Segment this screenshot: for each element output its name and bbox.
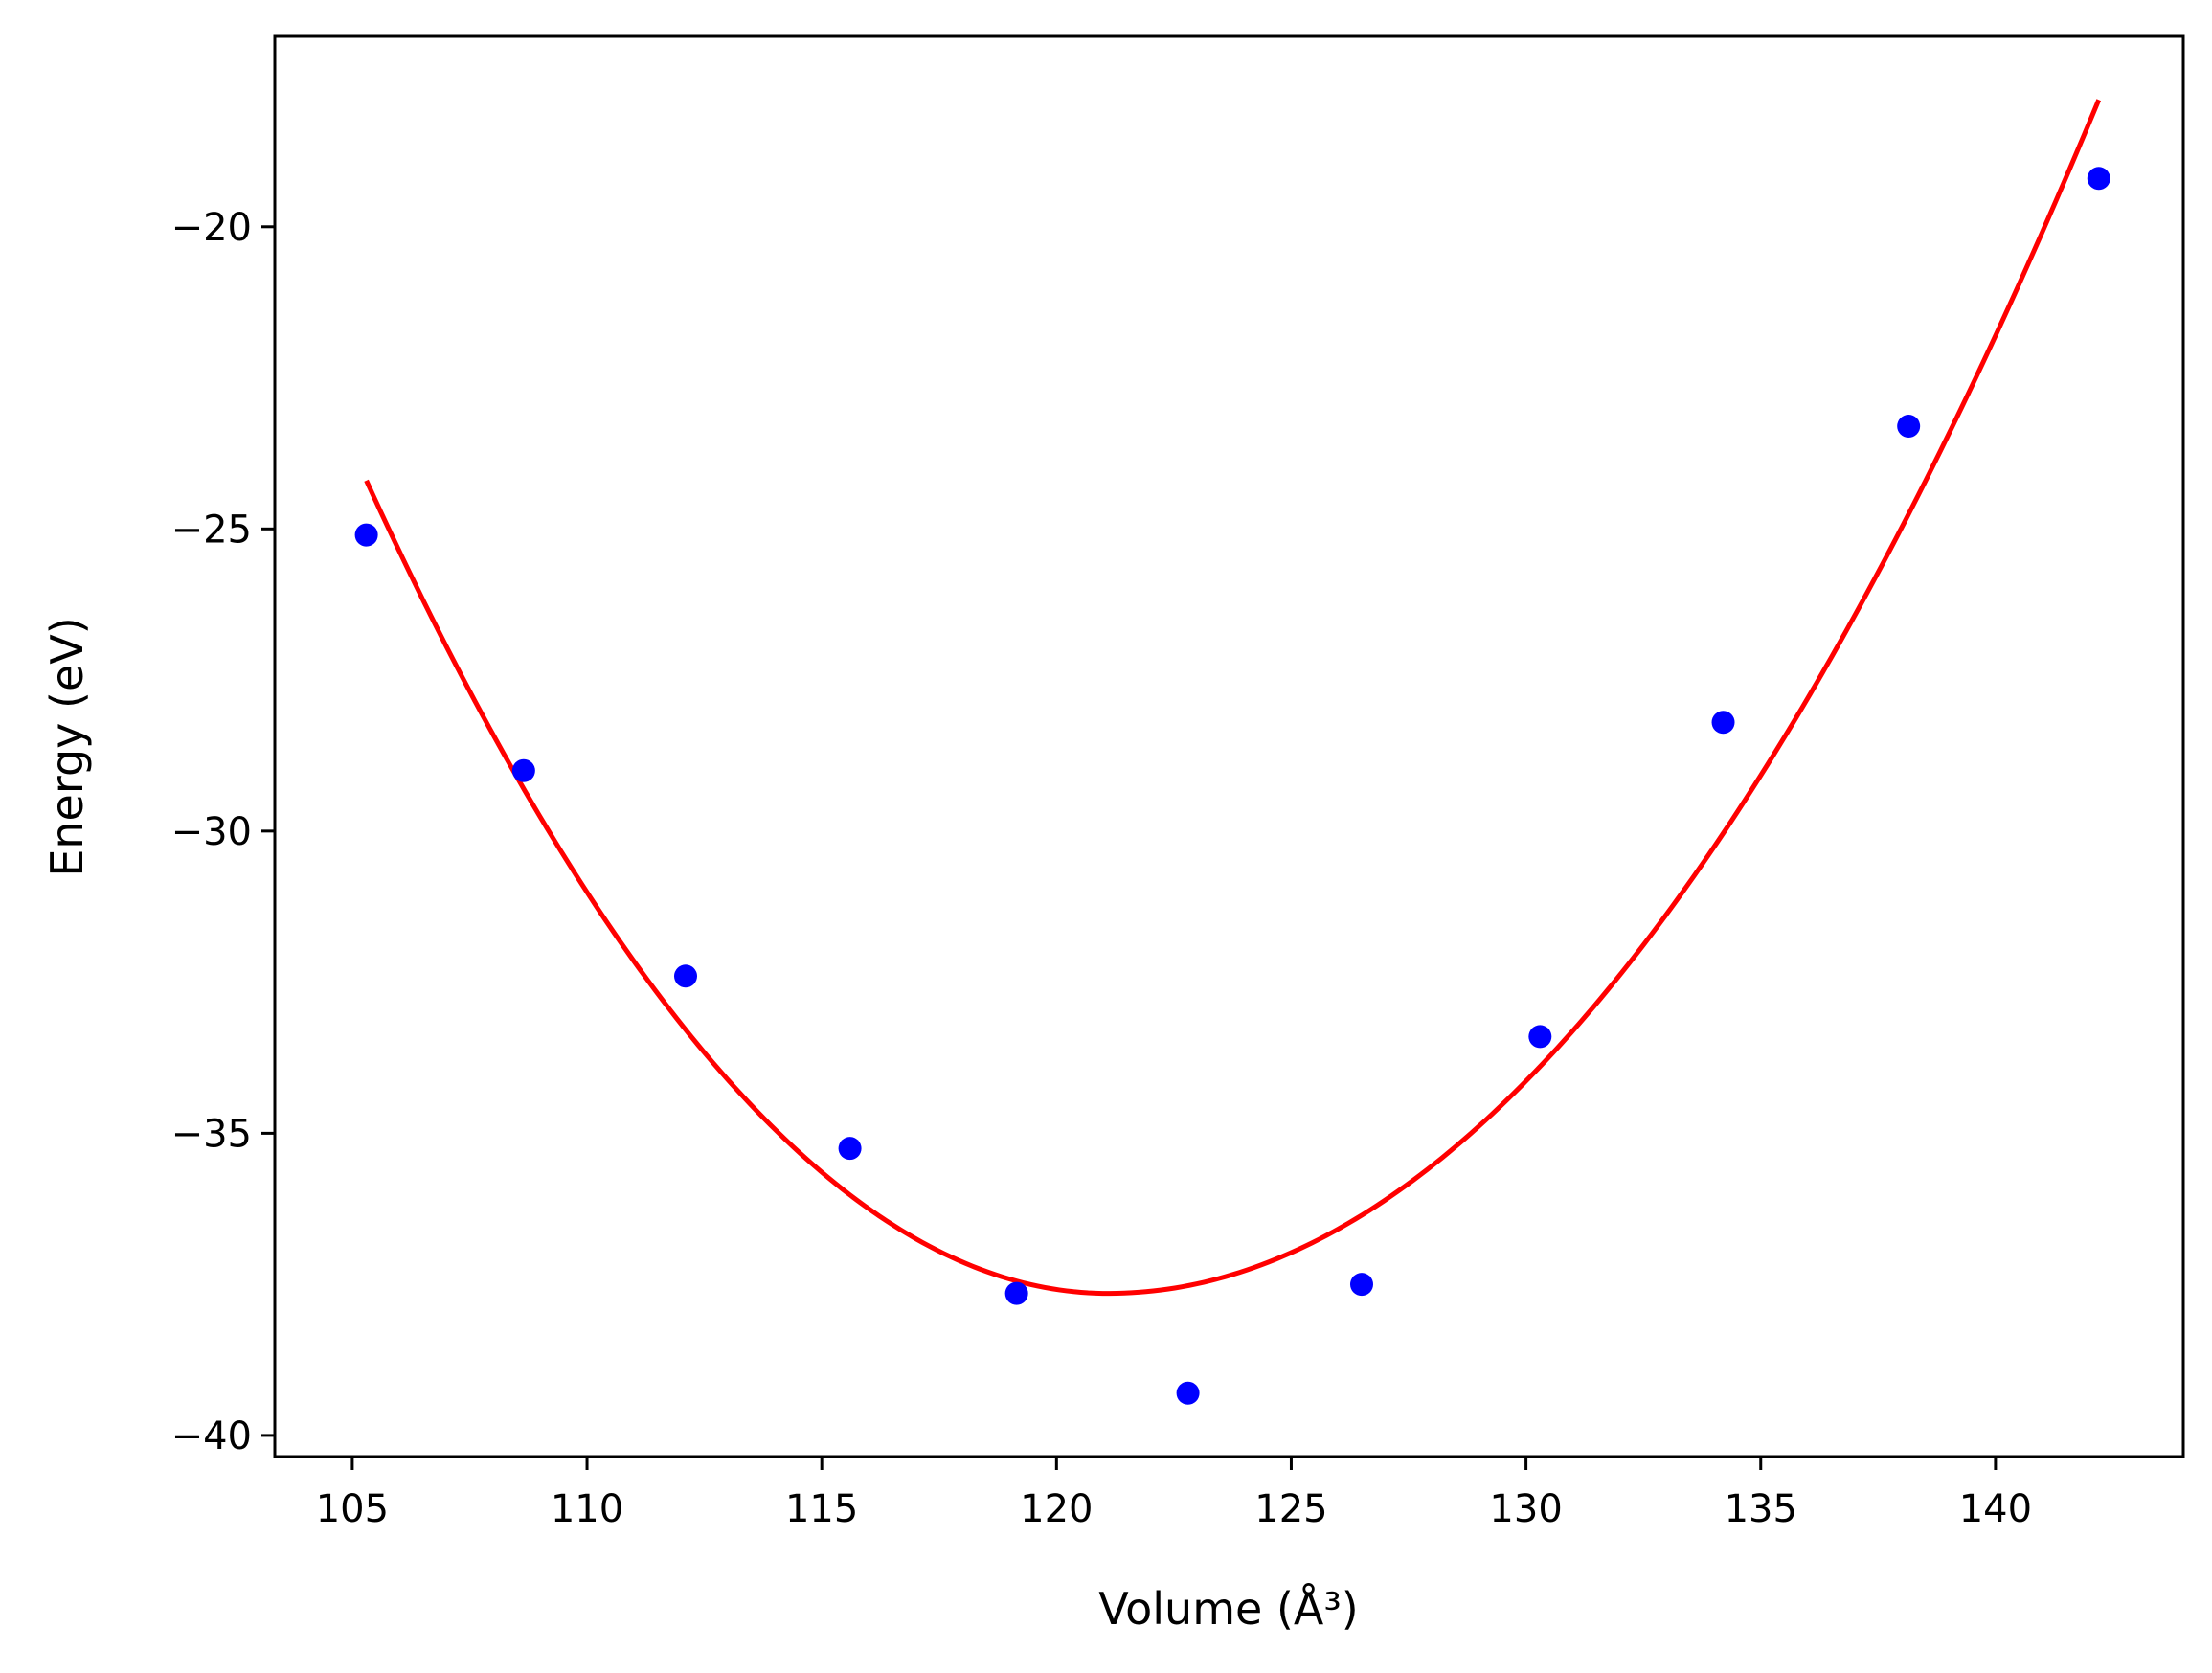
x-tick-label: 130 (1489, 1487, 1562, 1531)
data-point (1528, 1025, 1552, 1049)
data-point (511, 758, 535, 782)
x-tick-label: 135 (1725, 1487, 1797, 1531)
y-tick-label: −30 (171, 810, 252, 854)
data-point (838, 1137, 862, 1161)
data-point (1350, 1273, 1373, 1297)
x-tick-label: 125 (1254, 1487, 1327, 1531)
y-tick-label: −35 (171, 1112, 252, 1156)
fit-curve (364, 99, 2102, 1297)
plot-background (275, 36, 2183, 1457)
data-point (1897, 415, 1921, 439)
data-point (2087, 167, 2110, 191)
y-axis-label: Energy (eV) (41, 617, 93, 876)
data-points-layer (354, 167, 2110, 1405)
y-tick-label: −20 (171, 206, 252, 250)
x-tick-label: 110 (551, 1487, 623, 1531)
x-tick-label: 105 (316, 1487, 389, 1531)
data-point (1004, 1281, 1028, 1305)
plot-frame (273, 34, 2185, 1458)
fit-curve-layer (364, 99, 2102, 1297)
data-point (354, 523, 378, 547)
x-axis-label: Volume (Å³) (1098, 1583, 1359, 1635)
data-point (674, 964, 697, 988)
x-tick-label: 115 (785, 1487, 858, 1531)
data-point (1176, 1381, 1200, 1405)
data-point (1711, 711, 1735, 735)
x-tick-label: 120 (1020, 1487, 1093, 1531)
x-axis-ticks: 105 110 115 120 125 130 135 140 (316, 1457, 2032, 1531)
y-tick-label: −25 (171, 508, 252, 552)
x-tick-label: 140 (1959, 1487, 2032, 1531)
y-tick-label: −40 (171, 1414, 252, 1458)
y-axis-ticks: −40 −35 −30 −25 −20 (171, 206, 275, 1458)
